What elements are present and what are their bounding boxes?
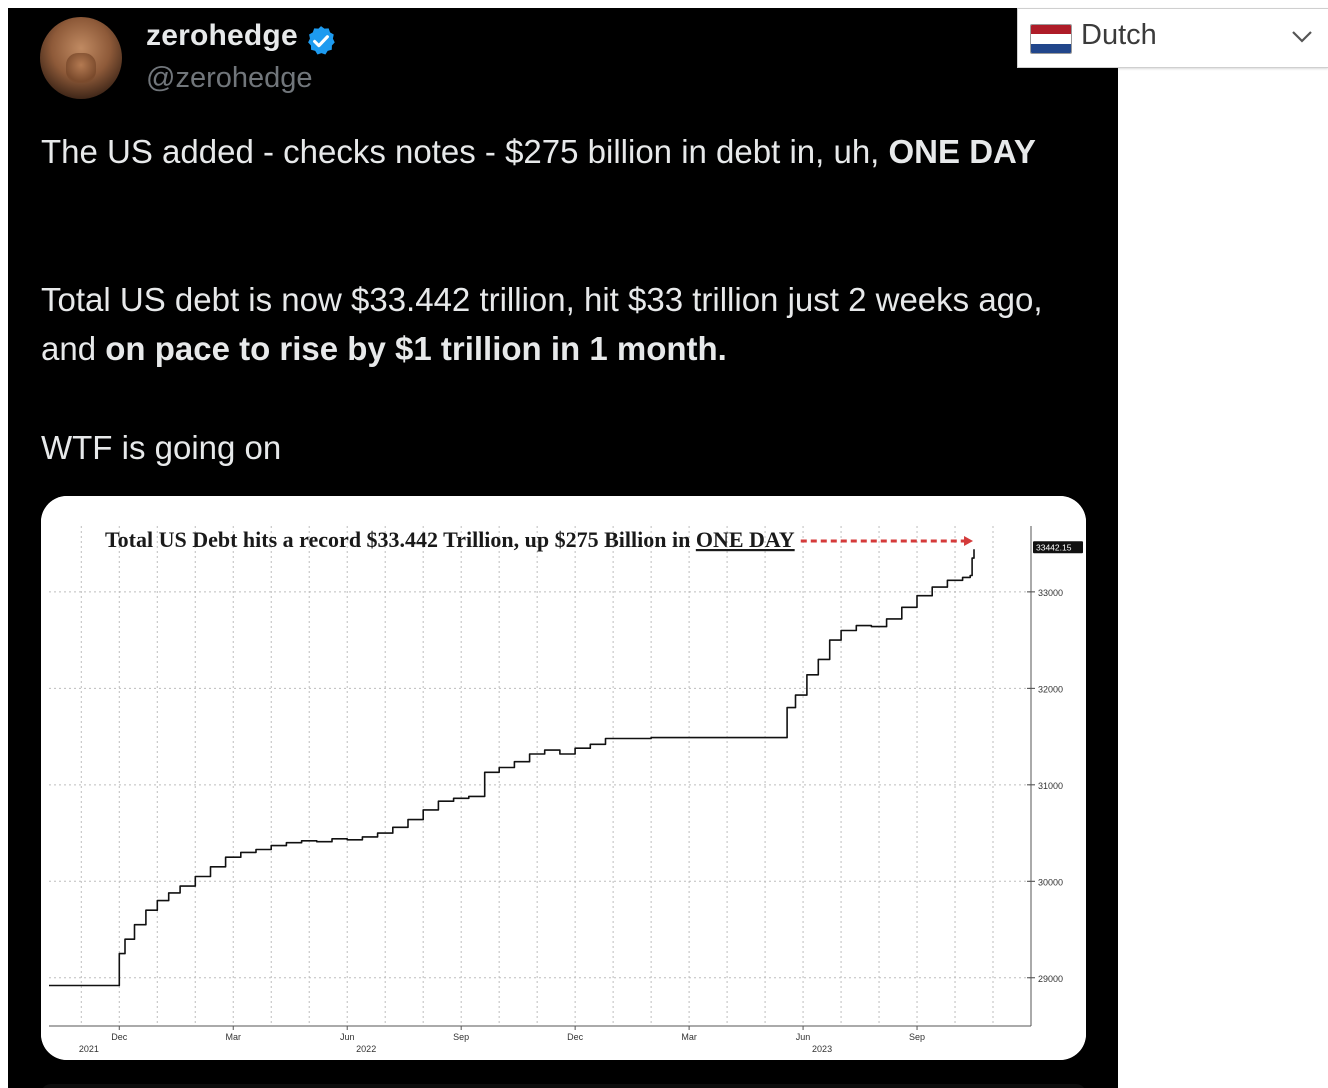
x-tick-label: Mar (681, 1032, 697, 1042)
last-value-badge (1033, 541, 1083, 554)
display-name[interactable]: zerohedge (146, 19, 298, 52)
x-tick-label: Mar (225, 1032, 241, 1042)
last-value-label: 33442.15 (1036, 543, 1072, 553)
year-label: 2022 (356, 1044, 376, 1054)
verified-badge-icon (308, 26, 335, 55)
year-label: 2023 (812, 1044, 832, 1054)
debt-series-line (49, 549, 975, 987)
y-tick-label: 32000 (1038, 684, 1063, 694)
netherlands-flag-icon (1030, 24, 1072, 54)
chart-title: Total US Debt hits a record $33.442 Tril… (105, 527, 795, 552)
y-tick-label: 31000 (1038, 781, 1063, 791)
y-tick-label: 33000 (1038, 588, 1063, 598)
tweet-text-bold-run: on pace to rise by $1 trillion in 1 mont… (105, 330, 727, 367)
x-tick-label: Sep (909, 1032, 925, 1042)
x-tick-label: Jun (796, 1032, 811, 1042)
next-media-edge (41, 1084, 1086, 1088)
avatar[interactable] (40, 17, 122, 99)
year-label: 2021 (79, 1044, 99, 1054)
handle[interactable]: @zerohedge (146, 62, 313, 94)
chart-title-emphasis: ONE DAY (696, 527, 795, 552)
chevron-down-icon (1292, 31, 1312, 43)
chart-title-text: Total US Debt hits a record $33.442 Tril… (105, 527, 696, 552)
tweet-card: zerohedge @zerohedge The US added - chec… (8, 8, 1118, 1088)
tweet-text-run: The US added - checks notes - $275 billi… (41, 133, 889, 170)
x-tick-label: Jun (340, 1032, 355, 1042)
tweet-paragraph-2: Total US debt is now $33.442 trillion, h… (41, 275, 1081, 373)
language-select-value: Dutch (1081, 19, 1157, 51)
tweet-paragraph-1: The US added - checks notes - $275 billi… (41, 127, 1081, 176)
debt-line-chart: 33000 32000 31000 30000 29000 Dec Mar Jun Sep Dec… (41, 496, 1086, 1060)
x-tick-label: Dec (567, 1032, 584, 1042)
tweet-paragraph-3: WTF is going on (41, 429, 282, 466)
tweet-media-chart[interactable]: 33000 32000 31000 30000 29000 Dec Mar Jun Sep Dec… (41, 496, 1086, 1060)
x-tick-label: Sep (453, 1032, 469, 1042)
language-select[interactable]: Dutch (1017, 8, 1328, 68)
chart-background (41, 496, 1086, 1060)
x-tick-label: Dec (111, 1032, 128, 1042)
avatar-photo-detail (66, 53, 96, 83)
tweet-text-run: Total US debt is now $33.442 trillion, h… (41, 281, 1043, 367)
title-arrow-head (964, 536, 974, 546)
y-tick-label: 29000 (1038, 974, 1063, 984)
tweet-text-bold-run: ONE DAY (888, 133, 1036, 170)
y-tick-label: 30000 (1038, 877, 1063, 887)
